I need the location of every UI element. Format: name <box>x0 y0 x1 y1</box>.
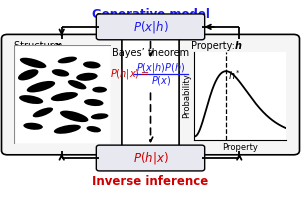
Ellipse shape <box>83 61 101 68</box>
Ellipse shape <box>86 126 101 132</box>
Ellipse shape <box>18 69 39 80</box>
Text: $\mathbf{\mathit{h}}^*$: $\mathbf{\mathit{h}}^*$ <box>228 68 240 82</box>
Ellipse shape <box>60 111 88 122</box>
Y-axis label: Probability: Probability <box>182 73 191 118</box>
Ellipse shape <box>33 108 53 117</box>
Ellipse shape <box>51 92 78 101</box>
FancyBboxPatch shape <box>2 34 122 155</box>
X-axis label: Property: Property <box>222 143 258 152</box>
Text: $P(\mathbf{\mathit{x}}|\mathbf{\mathit{h}})P(\mathbf{\mathit{h}})$: $P(\mathbf{\mathit{x}}|\mathbf{\mathit{h… <box>136 61 186 75</box>
Ellipse shape <box>84 99 104 106</box>
Ellipse shape <box>19 95 43 104</box>
Ellipse shape <box>58 57 77 63</box>
Ellipse shape <box>52 69 69 77</box>
Text: Bayes’ theorem: Bayes’ theorem <box>112 48 189 58</box>
Text: Generative model: Generative model <box>92 8 209 20</box>
FancyBboxPatch shape <box>179 34 299 155</box>
Text: $P(\mathbf{\mathit{h}}|\mathbf{\mathit{x}})$: $P(\mathbf{\mathit{h}}|\mathbf{\mathit{x… <box>133 150 168 166</box>
Text: $P(\mathbf{\mathit{h}}|\mathbf{\mathit{x}})=$: $P(\mathbf{\mathit{h}}|\mathbf{\mathit{x… <box>110 67 150 81</box>
Text: $P(\mathbf{\mathit{x}})$: $P(\mathbf{\mathit{x}})$ <box>151 74 171 87</box>
Ellipse shape <box>76 73 98 81</box>
Ellipse shape <box>23 123 43 130</box>
Ellipse shape <box>91 113 108 119</box>
Text: Property:: Property: <box>191 41 238 51</box>
FancyBboxPatch shape <box>96 145 205 171</box>
Text: Inverse inference: Inverse inference <box>92 175 209 188</box>
Text: Structure:: Structure: <box>14 41 65 51</box>
Ellipse shape <box>20 58 46 68</box>
Ellipse shape <box>92 87 107 93</box>
Text: h: h <box>235 41 242 51</box>
Text: x: x <box>54 41 61 51</box>
Ellipse shape <box>68 80 86 89</box>
FancyBboxPatch shape <box>11 48 108 147</box>
Text: $P(\mathbf{\mathit{x}}|\mathbf{\mathit{h}})$: $P(\mathbf{\mathit{x}}|\mathbf{\mathit{h… <box>133 19 168 35</box>
Ellipse shape <box>54 125 81 134</box>
FancyBboxPatch shape <box>9 50 107 149</box>
FancyBboxPatch shape <box>14 45 111 144</box>
FancyBboxPatch shape <box>96 14 205 40</box>
Ellipse shape <box>27 81 55 92</box>
